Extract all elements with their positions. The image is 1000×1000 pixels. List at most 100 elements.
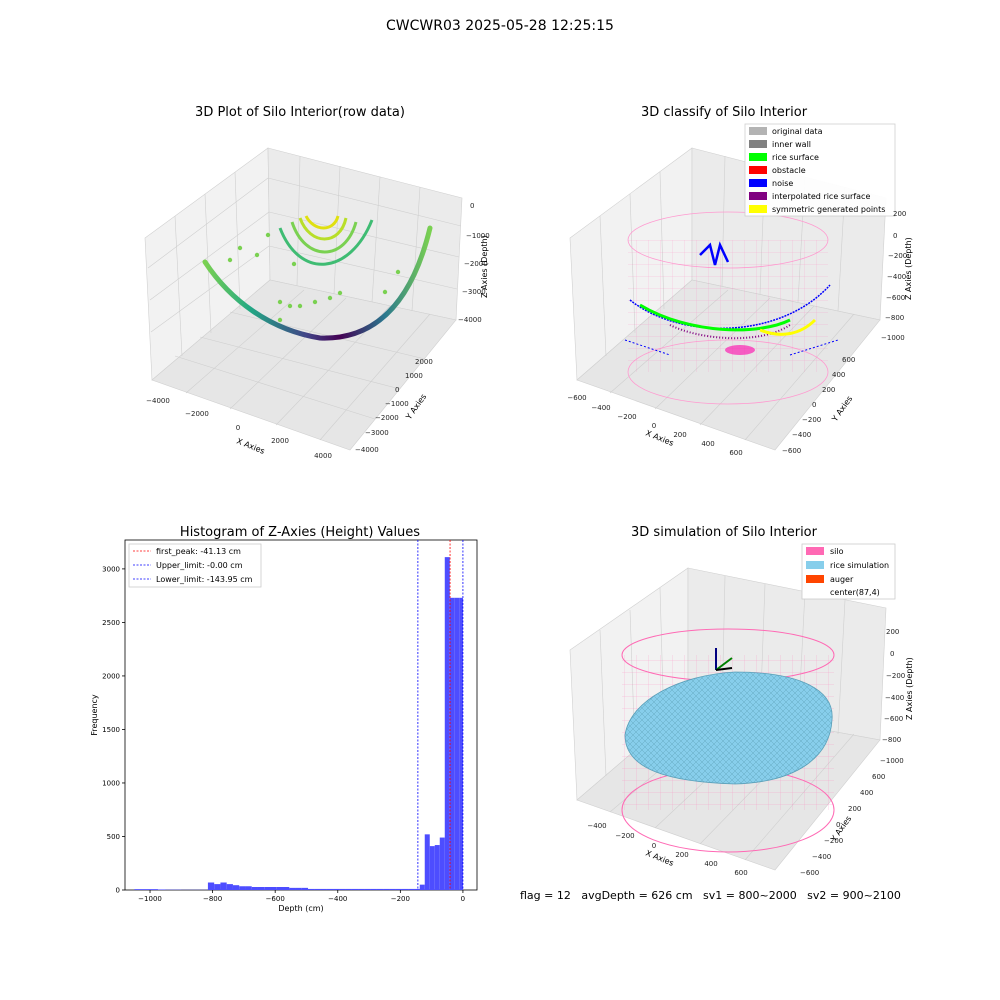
hist-bar [454,597,460,890]
classify-legend-label: noise [772,179,793,188]
hist-bar [459,597,463,890]
hist-bar [370,888,377,890]
hist-bar [301,887,309,890]
classify-legend-label: interpolated rice surface [772,192,870,201]
raw-ztick: 0 [470,202,474,210]
raw-ytick: 1000 [405,372,423,380]
sim-xlabel: X Axies [644,849,675,868]
sim-xtick: −400 [587,822,606,830]
hist-vlines [417,540,464,890]
classify-legend-swatch [749,140,767,148]
cls-ytick: 0 [812,401,816,409]
classify-legend: original data inner wall rice surface obsta… [744,123,896,217]
raw-ytick: −2000 [375,414,399,422]
hist-bar [326,888,334,890]
classify-legend-swatch [749,179,767,187]
raw-xtick: 0 [236,424,240,432]
hist-bar [289,887,296,890]
sim-title: 3D simulation of Silo Interior [631,525,818,540]
hist-bar [408,888,415,890]
hist-xtick-label: −1000 [138,895,162,903]
hist-bar [444,557,450,890]
hist-bar [389,888,396,890]
classify-legend-label: obstacle [772,166,806,175]
cls-ztick: −800 [885,314,904,322]
hist-bar [270,887,277,890]
hist-xtick-label: −800 [203,895,222,903]
panel-raw-3d: 3D Plot of Silo Interior(row data) −400 [144,105,490,460]
hist-bar [449,597,455,890]
hist-bar [220,882,227,890]
sim-ytick: −200 [824,837,843,845]
cls-ytick: −400 [792,431,811,439]
hist-bar [333,888,340,890]
hist-bar [226,884,233,890]
classify-legend-label: symmetric generated points [772,205,885,214]
cls-ztick: −200 [888,252,907,260]
raw-xlabel: X Axies [235,437,266,456]
footer-summary: flag = 12 avgDepth = 626 cm sv1 = 800~20… [520,889,901,902]
cls-ytick: 600 [842,356,855,364]
raw-xtick: −2000 [185,410,209,418]
hist-bar [214,884,221,890]
hist-ylabel: Frequency [90,694,99,736]
sim-zlabel: Z Axies (Depth) [905,657,914,720]
hist-bar [395,888,402,890]
sim-xtick: 200 [675,851,688,859]
sim-xtick: −200 [615,832,634,840]
sim-legend-auger: auger [830,575,854,584]
hist-bar [134,889,143,890]
sim-ytick: −600 [800,869,819,877]
cls-ytick: −600 [782,447,801,455]
raw-ytick: 2000 [415,358,433,366]
raw-ytick: −1000 [385,400,409,408]
hist-bar [434,845,440,890]
hist-ytick-label: 2000 [102,672,120,680]
sim-xtick: 0 [652,842,656,850]
hist-bar [376,888,384,890]
raw-xtick: 2000 [271,437,289,445]
raw-ztick: −3000 [462,288,486,296]
hist-bar [308,888,315,890]
raw-ytick: −4000 [355,446,379,454]
raw-xtick: 4000 [314,452,332,460]
sim-ztick: −600 [884,715,903,723]
sim-ztick: 0 [890,650,894,658]
hist-ytick-label: 500 [107,833,120,841]
sim-ztick: −1000 [880,757,904,765]
hist-bars [134,557,463,890]
hist-bar [150,889,158,890]
hist-xticks: −1000 −800 −600 −400 −200 0 [138,890,465,903]
raw-ztick: −2000 [464,260,488,268]
hist-bar [264,887,271,890]
hist-bar [364,888,371,890]
hist-bar [419,884,425,890]
hist-bar [157,889,166,890]
hist-ytick-label: 2500 [102,619,120,627]
hist-bar [358,888,365,890]
hist-bar [232,885,240,890]
cls-ztick: 0 [893,232,897,240]
sim-ytick: 600 [872,773,885,781]
sim-ztick: −400 [885,694,904,702]
hist-bar [251,887,258,890]
hist-ytick-label: 0 [116,887,120,895]
hist-bar [283,887,290,890]
hist-bar [276,887,284,890]
classify-legend-swatch [749,153,767,161]
hist-bar [424,834,430,890]
hist-legend-lower-limit: Lower_limit: -143.95 cm [156,575,253,584]
hist-bar [345,888,352,890]
sim-ytick: 200 [848,805,861,813]
raw-ztick: −4000 [458,316,482,324]
hist-xtick-label: 0 [461,895,465,903]
raw-ytick: 0 [395,386,399,394]
cls-ytick: −200 [802,416,821,424]
hist-bar [142,889,151,890]
sim-legend-rice: rice simulation [830,561,889,570]
sim-ztick: 200 [886,628,899,636]
hist-ytick-label: 1500 [102,726,120,734]
panel-classify-title: 3D classify of Silo Interior [641,105,808,120]
cls-ztick: −400 [887,273,906,281]
hist-legend: first_peak: -41.13 cm Upper_limit: -0.00… [128,543,262,588]
